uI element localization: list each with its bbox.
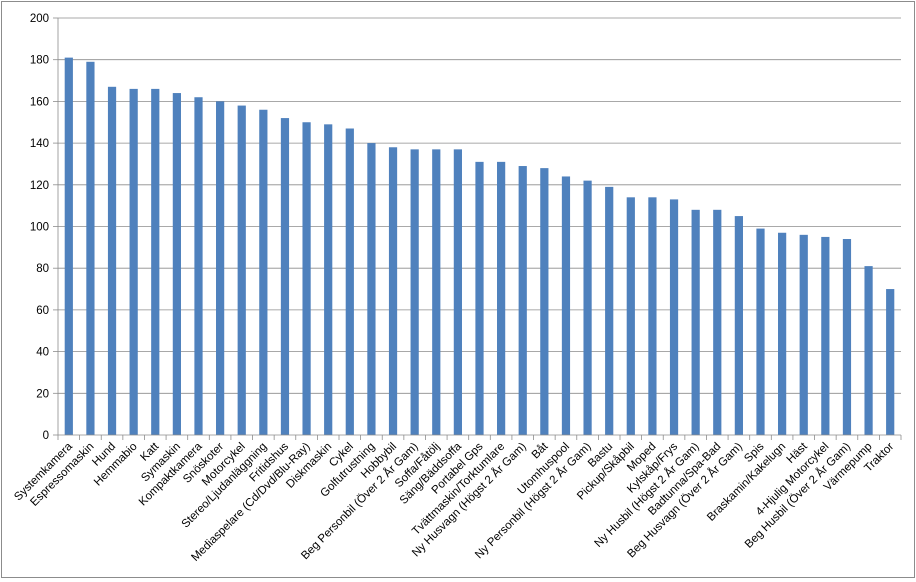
bar: [669, 199, 679, 435]
bar: [345, 128, 354, 435]
y-tick-label: 40: [36, 347, 49, 359]
bar: [605, 186, 614, 435]
y-tick-label: 140: [30, 138, 49, 150]
bar: [302, 122, 311, 435]
bar: [821, 236, 830, 435]
bar: [129, 88, 138, 435]
y-tick-label: 0: [43, 430, 49, 442]
bar: [86, 61, 95, 435]
y-tick-label: 180: [30, 55, 49, 67]
y-tick-label: 60: [36, 305, 49, 317]
bar: [475, 161, 484, 436]
bar: [432, 149, 441, 436]
y-tick-label: 160: [30, 96, 49, 108]
bar: [453, 149, 462, 436]
y-tick-label: 120: [30, 180, 49, 192]
bar: [886, 289, 895, 435]
y-tick-label: 200: [30, 13, 49, 25]
bar: [583, 180, 592, 435]
bar: [648, 197, 657, 435]
bar: [756, 228, 765, 435]
bar: [172, 93, 181, 435]
bar: [691, 209, 700, 435]
bar: [324, 124, 333, 436]
bar: [497, 161, 506, 436]
y-tick-label: 80: [36, 263, 49, 275]
y-tick-label: 20: [36, 388, 49, 400]
bar: [864, 266, 873, 435]
bar: [216, 101, 225, 436]
bar: [194, 97, 203, 435]
bar: [561, 176, 571, 435]
bar: [518, 166, 527, 435]
bar: [410, 149, 419, 436]
bar: [842, 239, 852, 435]
bar: [64, 57, 73, 436]
bar: [388, 147, 398, 435]
bar: [734, 216, 743, 435]
bar: [237, 105, 246, 435]
bar: [367, 143, 376, 435]
bar: [259, 109, 268, 436]
bar: [713, 209, 722, 435]
y-tick-label: 100: [30, 222, 49, 234]
bar: [151, 88, 160, 435]
bar: [107, 86, 117, 436]
bar: [280, 118, 290, 435]
bar: [540, 168, 549, 435]
bar: [626, 197, 635, 435]
bar: [799, 234, 808, 435]
bar: [778, 232, 787, 435]
